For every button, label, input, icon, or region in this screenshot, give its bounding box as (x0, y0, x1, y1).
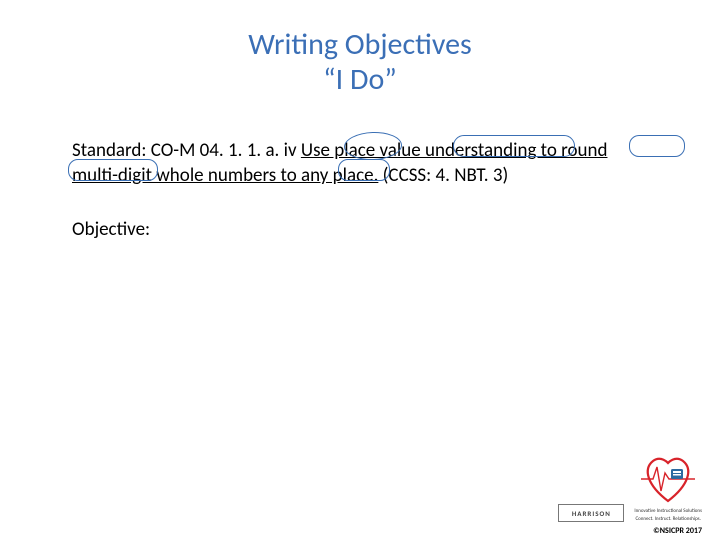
footer-logos: HARRISON Innovative Instructional Soluti… (558, 449, 702, 522)
heart-logo-group: Innovative Instructional Solutions Conne… (634, 449, 702, 522)
standard-text: Standard: CO-M 04. 1. 1. a. iv Use place… (72, 139, 648, 188)
harrison-logo: HARRISON (558, 504, 624, 522)
objective-label: Objective: (72, 218, 648, 243)
logo-subtext-1: Innovative Instructional Solutions (634, 509, 702, 515)
slide-title: Writing Objectives “I Do” (0, 0, 720, 97)
standard-prefix: Standard: CO-M 04. 1. 1. a. iv (72, 139, 301, 162)
logo-subtext-2: Connect. Instruct. Relationships. (635, 517, 700, 523)
content-area: Standard: CO-M 04. 1. 1. a. iv Use place… (0, 97, 720, 243)
heart-icon (639, 449, 697, 507)
copyright-text: ©NSICPR 2017 (653, 526, 702, 536)
title-line-1: Writing Objectives (0, 28, 720, 63)
circle-marker-round (629, 135, 685, 157)
standard-suffix: (CCSS: 4. NBT. 3) (378, 164, 508, 187)
title-line-2: “I Do” (0, 63, 720, 98)
